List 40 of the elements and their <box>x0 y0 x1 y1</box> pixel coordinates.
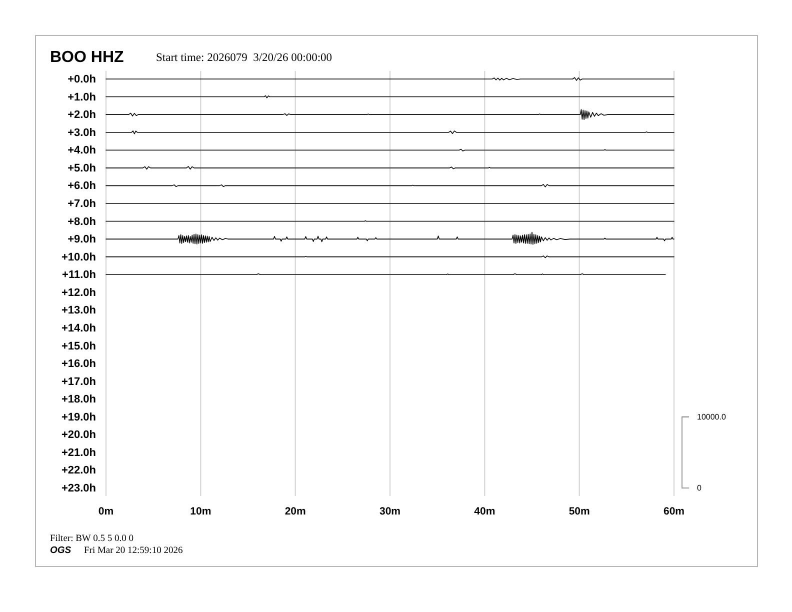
y-tick-label: +6.0h <box>68 180 96 192</box>
y-tick-label: +23.0h <box>61 482 96 495</box>
x-tick-label: 30m <box>379 505 401 518</box>
y-tick-label: +20.0h <box>61 429 96 442</box>
y-tick-label: +13.0h <box>61 304 96 317</box>
x-tick-label: 0m <box>98 505 114 518</box>
y-tick-label: +7.0h <box>68 198 96 210</box>
x-tick-label: 40m <box>474 505 496 518</box>
y-tick-label: +19.0h <box>61 411 96 424</box>
x-tick-label: 10m <box>190 505 212 518</box>
chart-subtitle: Start time: 2026079 3/20/26 00:00:00 <box>156 52 332 64</box>
y-tick-label: +15.0h <box>61 340 96 352</box>
y-tick-label: +12.0h <box>61 286 96 299</box>
y-tick-label: +11.0h <box>62 269 96 282</box>
y-tick-label: +3.0h <box>68 126 96 139</box>
y-tick-label: +8.0h <box>68 216 96 228</box>
y-tick-label: +5.0h <box>68 162 96 174</box>
text: Fri Mar 20 12:59:10 2026 <box>84 546 183 556</box>
x-tick-label: 60m <box>663 505 685 518</box>
y-tick-label: +0.0h <box>68 74 96 86</box>
y-tick-label: +21.0h <box>61 446 96 459</box>
y-tick-label: +2.0h <box>68 109 96 122</box>
line-series <box>106 109 674 120</box>
line-series <box>106 232 674 245</box>
chart-title: BOO HHZ <box>50 49 124 66</box>
y-tick-label: +4.0h <box>68 144 96 157</box>
y-tick-label: +14.0h <box>61 322 96 334</box>
y-tick-label: +18.0h <box>61 394 96 406</box>
x-tick-label: 50m <box>568 505 590 518</box>
text: Filter: BW 0.5 5 0.0 0 <box>50 534 134 544</box>
y-tick-label: +22.0h <box>61 464 96 477</box>
y2-tick-label: 10000.0 <box>697 412 726 422</box>
text: OGS <box>50 545 72 556</box>
y-tick-label: +1.0h <box>68 91 96 104</box>
y2-tick-label: 0 <box>697 484 702 493</box>
y-tick-label: +17.0h <box>61 376 96 388</box>
y-tick-label: +10.0h <box>61 251 96 264</box>
y-tick-label: +16.0h <box>61 358 96 370</box>
x-tick-label: 20m <box>284 505 306 518</box>
y-tick-label: +9.0h <box>68 234 96 246</box>
